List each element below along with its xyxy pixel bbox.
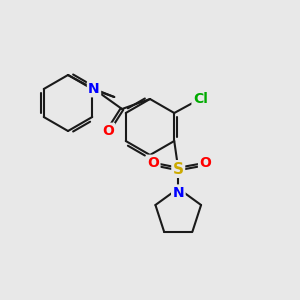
Text: N: N [88, 82, 100, 96]
Text: Cl: Cl [193, 92, 208, 106]
Text: N: N [172, 186, 184, 200]
Text: O: O [199, 156, 211, 170]
Text: N: N [172, 186, 184, 200]
Text: O: O [102, 124, 114, 138]
Text: S: S [173, 161, 184, 176]
Text: O: O [147, 156, 159, 170]
